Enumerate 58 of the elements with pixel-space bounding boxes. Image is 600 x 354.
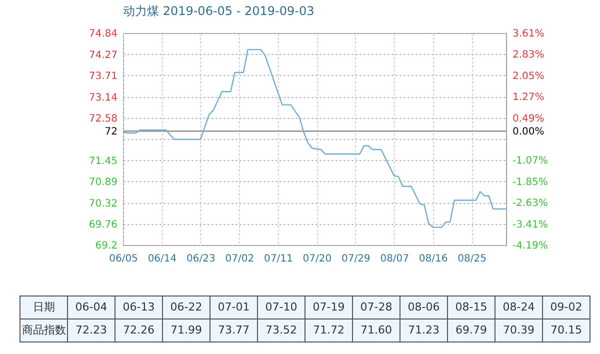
y-tick-label: 71.45 xyxy=(88,156,118,167)
category-label: 07-19 xyxy=(312,300,345,314)
text: 日期 xyxy=(32,300,55,314)
y2-tick-label: -1.85% xyxy=(512,176,548,188)
y-tick-label: 69.76 xyxy=(88,219,118,230)
x-tick-label: 07/11 xyxy=(264,254,293,264)
y-tick-label: 74.27 xyxy=(88,50,118,61)
x-tick-label: 07/29 xyxy=(341,254,370,264)
x-tick-label: 06/05 xyxy=(109,254,138,264)
category-label: 08-06 xyxy=(408,300,440,314)
category-label: 07-28 xyxy=(360,300,392,314)
y-tick-label: 69.2 xyxy=(95,240,118,252)
y2-tick-label: -3.41% xyxy=(512,219,548,230)
x-tick-label: 07/02 xyxy=(225,254,254,264)
category-label: 06-04 xyxy=(75,300,108,314)
y-tick-label: 72.58 xyxy=(88,113,118,124)
category-label: 07-01 xyxy=(218,300,250,314)
y-tick-label: 74.84 xyxy=(88,28,118,40)
x-tick-label: 08/16 xyxy=(418,254,448,264)
y2-tick-label: 2.05% xyxy=(512,70,544,82)
data-label: 71.60 xyxy=(360,324,392,336)
y-tick-label: 70.32 xyxy=(88,198,118,210)
category-label: 06-22 xyxy=(170,300,202,314)
data-label: 71.72 xyxy=(313,324,344,336)
data-label: 71.99 xyxy=(170,324,202,336)
y2-tick-label: 3.61% xyxy=(512,28,544,40)
category-label: 06-13 xyxy=(122,300,155,314)
y2-tick-label: -4.19% xyxy=(512,240,548,252)
y2-tick-label: 2.83% xyxy=(512,50,544,61)
data-label: 73.52 xyxy=(266,324,297,336)
line-series xyxy=(123,48,506,228)
x-tick-label: 06/23 xyxy=(186,254,216,264)
text: 商品指数 xyxy=(22,324,66,336)
data-label: 69.79 xyxy=(456,324,487,336)
y-tick-label: 73.71 xyxy=(88,70,118,82)
y2-tick-label: 0.49% xyxy=(512,113,544,124)
data-label: 70.39 xyxy=(503,324,534,336)
y2-tick-label: 1.27% xyxy=(512,92,544,104)
chart-title: 动力煤 2019-06-05 - 2019-09-03 xyxy=(123,4,314,18)
x-tick-label: 08/07 xyxy=(380,254,410,264)
x-tick-label: 06/14 xyxy=(148,254,177,264)
x-tick-label: 07/20 xyxy=(302,254,332,264)
data-label: 73.77 xyxy=(218,324,250,336)
category-label: 07-10 xyxy=(265,300,298,314)
y-tick-label: 72 xyxy=(104,126,118,138)
y-tick-label: 73.14 xyxy=(88,92,118,104)
y-tick-label: 70.89 xyxy=(88,176,118,188)
y2-tick-label: 0.00% xyxy=(512,126,544,138)
data-label: 72.23 xyxy=(76,324,107,336)
x-tick-label: 08/25 xyxy=(458,254,486,264)
y2-tick-label: -2.63% xyxy=(512,198,548,210)
category-label: 09-02 xyxy=(550,300,582,314)
category-label: 08-24 xyxy=(502,300,535,314)
y2-tick-label: -1.07% xyxy=(512,156,548,167)
data-label: 71.23 xyxy=(408,324,440,336)
category-label: 08-15 xyxy=(455,300,488,314)
data-label: 72.26 xyxy=(123,324,154,336)
data-label: 70.15 xyxy=(550,324,582,336)
